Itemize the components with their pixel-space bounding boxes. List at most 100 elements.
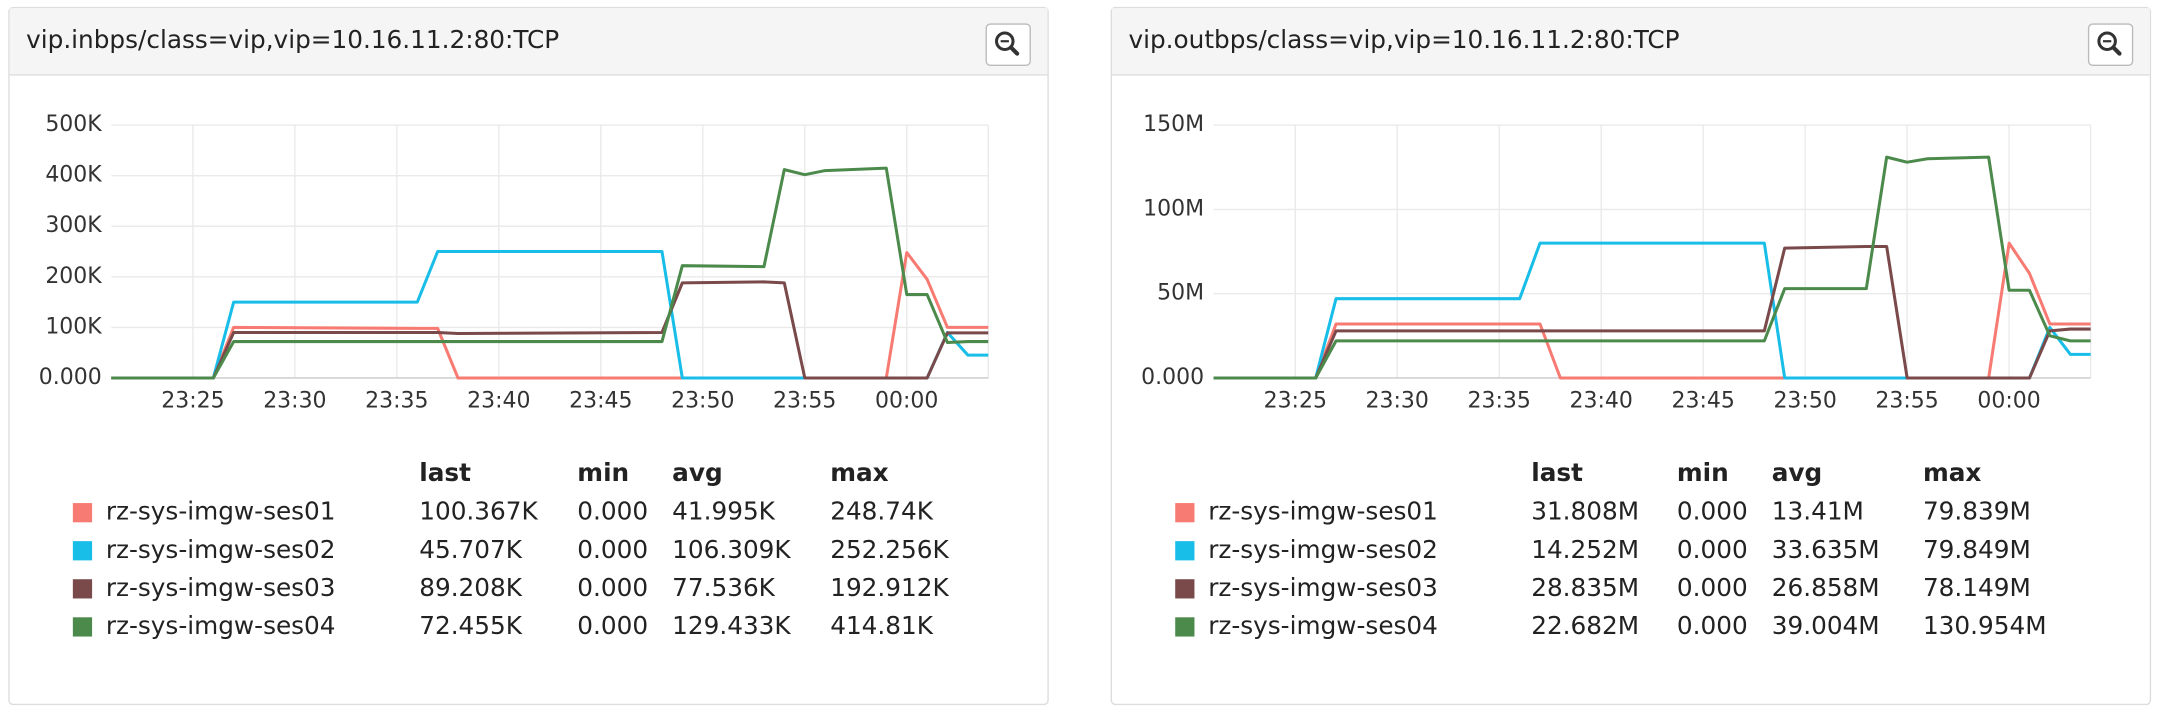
zoom-icon[interactable] [2111, 45, 2122, 56]
x-tick-label: 23:45 [1671, 388, 1734, 413]
table-header: avg [1772, 458, 1823, 487]
table-cell: 129.433K [672, 611, 791, 640]
series-line [111, 166, 989, 380]
table-header: max [1923, 458, 1981, 487]
panel-header [1111, 8, 2150, 75]
table-cell: 0.000 [577, 573, 648, 602]
table-cell: 45.707K [419, 535, 523, 564]
table-header: avg [672, 458, 723, 487]
table-cell: 248.74K [830, 497, 934, 526]
table-cell: 22.682M [1531, 611, 1639, 640]
x-tick-label: 23:35 [1468, 388, 1531, 413]
table-cell: 13.41M [1772, 497, 1864, 526]
y-tick-label: 300K [45, 213, 102, 238]
table-cell: 79.839M [1923, 497, 2031, 526]
table-header: min [577, 458, 629, 487]
zoom-button[interactable] [985, 23, 1031, 66]
series-line [1213, 244, 2091, 380]
table-cell: 28.835M [1531, 573, 1639, 602]
table-header: min [1677, 458, 1729, 487]
x-tick-label: 23:40 [467, 388, 530, 413]
panel-title: vip.outbps/class=vip,vip=10.16.11.2:80:T… [1128, 25, 1679, 54]
panel: vip.inbps/class=vip,vip=10.16.11.2:80:TC… [8, 6, 1049, 706]
table-cell: 31.808M [1531, 497, 1639, 526]
y-tick-label: 500K [45, 112, 102, 137]
table-cell: 14.252M [1531, 535, 1639, 564]
table-cell: 33.635M [1772, 535, 1880, 564]
series-line [111, 280, 989, 380]
legend-label: rz-sys-imgw-ses02 [106, 535, 336, 564]
panel-title: vip.inbps/class=vip,vip=10.16.11.2:80:TC… [26, 25, 559, 54]
table-cell: 78.149M [1923, 573, 2031, 602]
legend-label: rz-sys-imgw-ses03 [1208, 573, 1438, 602]
panel-header [9, 8, 1048, 75]
table-cell: 26.858M [1772, 573, 1880, 602]
table-cell: 39.004M [1772, 611, 1880, 640]
table-cell: 100.367K [419, 497, 538, 526]
legend-label: rz-sys-imgw-ses04 [106, 611, 336, 640]
x-tick-label: 23:55 [1875, 388, 1938, 413]
plot-area [1213, 125, 2091, 378]
y-tick-label: 100M [1143, 196, 1204, 221]
table-cell: 192.912K [830, 573, 949, 602]
x-tick-label: 23:35 [365, 388, 428, 413]
y-tick-label: 200K [45, 264, 102, 289]
table-header: last [419, 458, 471, 487]
table-cell: 252.256K [830, 535, 949, 564]
y-tick-label: 50M [1157, 281, 1204, 306]
table-cell: 72.455K [419, 611, 523, 640]
x-tick-label: 23:30 [263, 388, 326, 413]
table-cell: 0.000 [1677, 497, 1748, 526]
table-cell: 0.000 [1677, 535, 1748, 564]
zoom-icon[interactable] [995, 31, 1015, 51]
y-tick-label: 150M [1143, 112, 1204, 137]
x-tick-label: 23:50 [671, 388, 734, 413]
table-cell: 89.208K [419, 573, 523, 602]
legend-swatch [1175, 503, 1195, 523]
legend-label: rz-sys-imgw-ses04 [1208, 611, 1438, 640]
table-cell: 79.849M [1923, 535, 2031, 564]
legend-swatch [72, 541, 93, 561]
legend-label: rz-sys-imgw-ses03 [106, 573, 336, 602]
zoom-icon[interactable] [2097, 31, 2117, 51]
table-cell: 77.536K [672, 573, 776, 602]
zoom-button-box[interactable] [985, 23, 1031, 66]
table-cell: 0.000 [577, 535, 648, 564]
legend-swatch [1175, 617, 1195, 637]
legend-label: rz-sys-imgw-ses01 [1208, 497, 1438, 526]
table-cell: 414.81K [830, 611, 934, 640]
x-tick-label: 23:55 [773, 388, 836, 413]
table-cell: 0.000 [1677, 611, 1748, 640]
legend-swatch [1175, 579, 1195, 599]
table-header: max [830, 458, 888, 487]
zoom-icon[interactable] [1008, 45, 1020, 56]
x-tick-label: 23:25 [161, 388, 224, 413]
table-cell: 41.995K [672, 497, 776, 526]
table-cell: 0.000 [577, 611, 648, 640]
legend-label: rz-sys-imgw-ses01 [106, 497, 336, 526]
panel: vip.outbps/class=vip,vip=10.16.11.2:80:T… [1110, 6, 2152, 706]
table-header: last [1531, 458, 1583, 487]
y-tick-label: 100K [45, 314, 102, 339]
x-tick-label: 00:00 [875, 388, 938, 413]
table-cell: 0.000 [577, 497, 648, 526]
legend-label: rz-sys-imgw-ses02 [1208, 535, 1438, 564]
x-tick-label: 23:40 [1570, 388, 1633, 413]
y-tick-label: 400K [45, 163, 102, 188]
x-tick-label: 23:30 [1366, 388, 1429, 413]
legend-swatch [72, 579, 93, 599]
legend-swatch [72, 503, 93, 523]
y-tick-label: 0.000 [1141, 365, 1204, 390]
zoom-button-box[interactable] [2087, 23, 2134, 66]
x-tick-label: 23:50 [1773, 388, 1836, 413]
x-tick-label: 23:45 [569, 388, 632, 413]
series-line [1213, 155, 2091, 380]
table-cell: 130.954M [1923, 611, 2047, 640]
zoom-button[interactable] [2087, 23, 2134, 66]
x-tick-label: 00:00 [1977, 388, 2040, 413]
legend-swatch [72, 617, 93, 637]
table-cell: 106.309K [672, 535, 791, 564]
legend-swatch [1175, 541, 1195, 561]
